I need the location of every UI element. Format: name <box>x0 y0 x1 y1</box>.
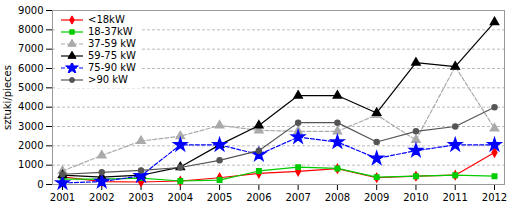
svg-text:3000: 3000 <box>18 121 43 132</box>
html-text:>90 kW: >90 kW <box>88 74 128 85</box>
svg-text:9000: 9000 <box>18 5 43 16</box>
svg-text:2007: 2007 <box>285 192 310 203</box>
svg-text:5000: 5000 <box>18 82 43 93</box>
svg-text:7000: 7000 <box>18 43 43 54</box>
svg-text:2011: 2011 <box>443 192 468 203</box>
html-text:18-37kW: 18-37kW <box>88 26 133 37</box>
svg-text:2003: 2003 <box>128 192 153 203</box>
svg-text:2000: 2000 <box>18 140 43 151</box>
svg-text:2006: 2006 <box>246 192 271 203</box>
html-text:<18kW: <18kW <box>88 14 125 25</box>
svg-text:sztuki/pieces: sztuki/pieces <box>2 65 13 130</box>
svg-text:2001: 2001 <box>50 192 75 203</box>
svg-text:2010: 2010 <box>403 192 428 203</box>
html-text:59-75 kW: 59-75 kW <box>88 50 136 61</box>
svg-text:1000: 1000 <box>18 159 43 170</box>
svg-text:4000: 4000 <box>18 101 43 112</box>
svg-text:8000: 8000 <box>18 24 43 35</box>
svg-text:2005: 2005 <box>207 192 232 203</box>
html-text:37-59 kW: 37-59 kW <box>88 38 136 49</box>
svg-text:0: 0 <box>37 179 43 190</box>
html-text:75-90 kW: 75-90 kW <box>88 62 136 73</box>
svg-text:6000: 6000 <box>18 63 43 74</box>
svg-text:2008: 2008 <box>325 192 350 203</box>
svg-text:2004: 2004 <box>168 192 193 203</box>
svg-text:2002: 2002 <box>89 192 114 203</box>
svg-text:2012: 2012 <box>482 192 507 203</box>
svg-text:2009: 2009 <box>364 192 389 203</box>
